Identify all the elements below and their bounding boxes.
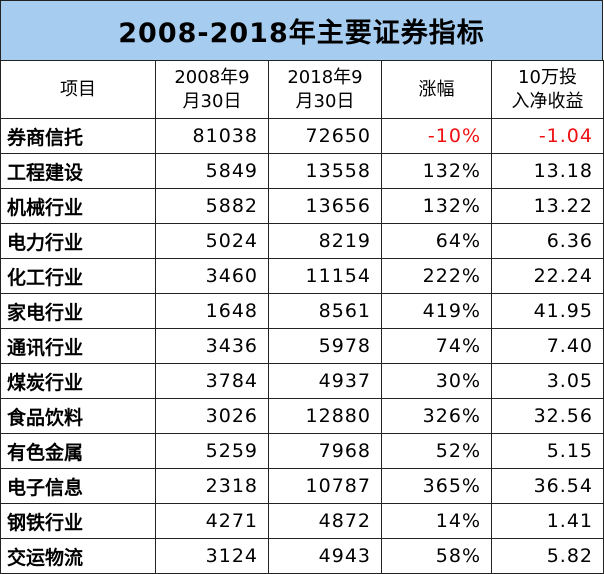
row-change-cell: 52% — [381, 433, 492, 469]
table-row: 交运物流 3124 4943 58% 5.82 — [0, 538, 604, 574]
row-return-cell: 32.56 — [491, 398, 604, 434]
row-2008-cell: 3460 — [155, 258, 269, 294]
table-row: 电力行业 5024 8219 64% 6.36 — [0, 223, 604, 259]
row-name-cell: 食品饮料 — [0, 398, 156, 434]
row-return-cell: 13.18 — [491, 153, 604, 189]
row-change-cell: -10% — [381, 118, 492, 154]
table-row: 钢铁行业 4271 4872 14% 1.41 — [0, 503, 604, 539]
row-2008-cell: 5849 — [155, 153, 269, 189]
row-name-cell: 电子信息 — [0, 468, 156, 504]
row-2008-cell: 5259 — [155, 433, 269, 469]
row-name-cell: 通讯行业 — [0, 328, 156, 364]
row-name-cell: 化工行业 — [0, 258, 156, 294]
row-2018-cell: 11154 — [268, 258, 382, 294]
row-2008-cell: 5024 — [155, 223, 269, 259]
table-row: 食品饮料 3026 12880 326% 32.56 — [0, 398, 604, 434]
header-item: 项目 — [0, 60, 156, 119]
row-return-cell: 6.36 — [491, 223, 604, 259]
row-2008-cell: 1648 — [155, 293, 269, 329]
header-change-line: 涨幅 — [418, 78, 455, 100]
row-2008-cell: 4271 — [155, 503, 269, 539]
row-name-cell: 电力行业 — [0, 223, 156, 259]
header-return-line-1: 10万投 — [518, 66, 577, 88]
row-name-cell: 交运物流 — [0, 538, 156, 574]
row-2008-cell: 3784 — [155, 363, 269, 399]
row-change-cell: 58% — [381, 538, 492, 574]
header-2018: 2018年9 月30日 — [268, 60, 382, 119]
row-2008-cell: 5882 — [155, 188, 269, 224]
row-change-cell: 14% — [381, 503, 492, 539]
row-name-cell: 券商信托 — [0, 118, 156, 154]
header-return-line-2: 入净收益 — [511, 90, 584, 112]
row-2008-cell: 3026 — [155, 398, 269, 434]
row-2018-cell: 10787 — [268, 468, 382, 504]
row-name-cell: 煤炭行业 — [0, 363, 156, 399]
header-item-line: 项目 — [60, 78, 96, 100]
row-2018-cell: 12880 — [268, 398, 382, 434]
table-row: 家电行业 1648 8561 419% 41.95 — [0, 293, 604, 329]
row-return-cell: 1.41 — [491, 503, 604, 539]
header-change: 涨幅 — [381, 60, 492, 119]
row-name-cell: 家电行业 — [0, 293, 156, 329]
row-return-cell: -1.04 — [491, 118, 604, 154]
row-name-cell: 钢铁行业 — [0, 503, 156, 539]
table-row: 机械行业 5882 13656 132% 13.22 — [0, 188, 604, 224]
row-2018-cell: 5978 — [268, 328, 382, 364]
row-change-cell: 326% — [381, 398, 492, 434]
table-row: 电子信息 2318 10787 365% 36.54 — [0, 468, 604, 504]
indicator-table: 项目 2008年9 月30日 2018年9 月30日 涨幅 10万投 入净收益 — [0, 60, 604, 574]
table-row: 化工行业 3460 11154 222% 22.24 — [0, 258, 604, 294]
row-change-cell: 64% — [381, 223, 492, 259]
row-return-cell: 5.15 — [491, 433, 604, 469]
row-return-cell: 5.82 — [491, 538, 604, 574]
row-name-cell: 工程建设 — [0, 153, 156, 189]
header-row: 项目 2008年9 月30日 2018年9 月30日 涨幅 10万投 入净收益 — [0, 60, 604, 119]
row-2008-cell: 2318 — [155, 468, 269, 504]
row-change-cell: 222% — [381, 258, 492, 294]
header-2018-line-1: 2018年9 — [287, 66, 363, 88]
header-2008-line-1: 2008年9 — [174, 66, 250, 88]
row-change-cell: 74% — [381, 328, 492, 364]
header-2008-line-2: 月30日 — [182, 90, 242, 112]
row-name-cell: 有色金属 — [0, 433, 156, 469]
row-2018-cell: 4872 — [268, 503, 382, 539]
table-row: 工程建设 5849 13558 132% 13.18 — [0, 153, 604, 189]
table-body: 券商信托 81038 72650 -10% -1.04 工程建设 5849 13558 132%… — [0, 118, 604, 574]
row-2008-cell: 81038 — [155, 118, 269, 154]
row-2018-cell: 4937 — [268, 363, 382, 399]
row-2018-cell: 13656 — [268, 188, 382, 224]
row-2018-cell: 7968 — [268, 433, 382, 469]
table-title: 2008-2018年主要证券指标 — [0, 0, 603, 60]
header-2018-line-2: 月30日 — [295, 90, 355, 112]
table-row: 券商信托 81038 72650 -10% -1.04 — [0, 118, 604, 154]
table-row: 煤炭行业 3784 4937 30% 3.05 — [0, 363, 604, 399]
row-2008-cell: 3436 — [155, 328, 269, 364]
row-change-cell: 365% — [381, 468, 492, 504]
row-2018-cell: 4943 — [268, 538, 382, 574]
row-2018-cell: 8219 — [268, 223, 382, 259]
row-change-cell: 132% — [381, 153, 492, 189]
row-return-cell: 3.05 — [491, 363, 604, 399]
table-row: 通讯行业 3436 5978 74% 7.40 — [0, 328, 604, 364]
row-2018-cell: 13558 — [268, 153, 382, 189]
row-2018-cell: 72650 — [268, 118, 382, 154]
row-return-cell: 13.22 — [491, 188, 604, 224]
row-return-cell: 7.40 — [491, 328, 604, 364]
row-return-cell: 22.24 — [491, 258, 604, 294]
row-2018-cell: 8561 — [268, 293, 382, 329]
row-return-cell: 36.54 — [491, 468, 604, 504]
row-2008-cell: 3124 — [155, 538, 269, 574]
row-change-cell: 419% — [381, 293, 492, 329]
row-return-cell: 41.95 — [491, 293, 604, 329]
row-name-cell: 机械行业 — [0, 188, 156, 224]
row-change-cell: 30% — [381, 363, 492, 399]
table-row: 有色金属 5259 7968 52% 5.15 — [0, 433, 604, 469]
row-change-cell: 132% — [381, 188, 492, 224]
header-return: 10万投 入净收益 — [491, 60, 604, 119]
header-2008: 2008年9 月30日 — [155, 60, 269, 119]
